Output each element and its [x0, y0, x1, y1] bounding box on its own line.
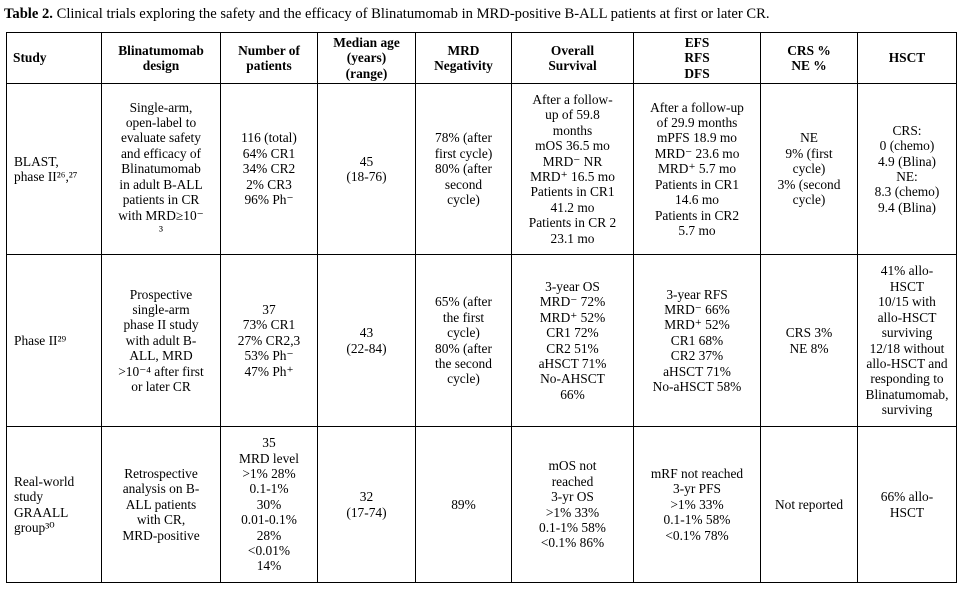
cell-patients: 37 73% CR1 27% CR2,3 53% Ph⁻ 47% Ph⁺ — [220, 254, 318, 427]
cell-mrd: 65% (after the first cycle) 80% (after t… — [415, 254, 512, 427]
cell-efs: After a follow-up of 29.9 months mPFS 18… — [633, 83, 761, 255]
header-row: Study Blinatumomab design Number of pati… — [6, 32, 957, 84]
cell-mrd: 78% (after first cycle) 80% (after secon… — [415, 83, 512, 255]
header-mrd: MRD Negativity — [415, 32, 512, 84]
header-design: Blinatumomab design — [101, 32, 221, 84]
cell-crs: Not reported — [760, 426, 858, 583]
cell-design: Prospective single-arm phase II study wi… — [101, 254, 221, 427]
cell-os: mOS not reached 3-yr OS >1% 33% 0.1-1% 5… — [511, 426, 634, 583]
header-study: Study — [6, 32, 102, 84]
cell-age: 43 (22-84) — [317, 254, 416, 427]
cell-age: 45 (18-76) — [317, 83, 416, 255]
header-efs: EFS RFS DFS — [633, 32, 761, 84]
table-caption: Table 2. Clinical trials exploring the s… — [4, 6, 956, 22]
table-row: Phase II²⁹ Prospective single-arm phase … — [6, 254, 957, 427]
table-row: Real-world study GRAALL group³⁰ Retrospe… — [6, 426, 957, 583]
cell-study: Phase II²⁹ — [6, 254, 102, 427]
cell-efs: mRF not reached 3-yr PFS >1% 33% 0.1-1% … — [633, 426, 761, 583]
cell-study: BLAST, phase II²⁶,²⁷ — [6, 83, 102, 255]
cell-os: After a follow- up of 59.8 months mOS 36… — [511, 83, 634, 255]
cell-age: 32 (17-74) — [317, 426, 416, 583]
cell-hsct: 66% allo- HSCT — [857, 426, 957, 583]
clinical-trials-table: Study Blinatumomab design Number of pati… — [6, 32, 957, 583]
cell-crs: NE 9% (first cycle) 3% (second cycle) — [760, 83, 858, 255]
table-label: Table 2. — [4, 6, 53, 22]
table-row: BLAST, phase II²⁶,²⁷ Single-arm, open-la… — [6, 83, 957, 255]
cell-design: Single-arm, open-label to evaluate safet… — [101, 83, 221, 255]
cell-patients: 35 MRD level >1% 28% 0.1-1% 30% 0.01-0.1… — [220, 426, 318, 583]
header-crs: CRS % NE % — [760, 32, 858, 84]
header-age: Median age (years) (range) — [317, 32, 416, 84]
cell-crs: CRS 3% NE 8% — [760, 254, 858, 427]
header-os: Overall Survival — [511, 32, 634, 84]
cell-hsct: 41% allo- HSCT 10/15 with allo-HSCT surv… — [857, 254, 957, 427]
cell-os: 3-year OS MRD⁻ 72% MRD⁺ 52% CR1 72% CR2 … — [511, 254, 634, 427]
cell-design: Retrospective analysis on B- ALL patient… — [101, 426, 221, 583]
header-patients: Number of patients — [220, 32, 318, 84]
cell-efs: 3-year RFS MRD⁻ 66% MRD⁺ 52% CR1 68% CR2… — [633, 254, 761, 427]
header-hsct: HSCT — [857, 32, 957, 84]
table-title: Clinical trials exploring the safety and… — [52, 6, 770, 22]
cell-hsct: CRS: 0 (chemo) 4.9 (Blina) NE: 8.3 (chem… — [857, 83, 957, 255]
cell-mrd: 89% — [415, 426, 512, 583]
cell-patients: 116 (total) 64% CR1 34% CR2 2% CR3 96% P… — [220, 83, 318, 255]
cell-study: Real-world study GRAALL group³⁰ — [6, 426, 102, 583]
